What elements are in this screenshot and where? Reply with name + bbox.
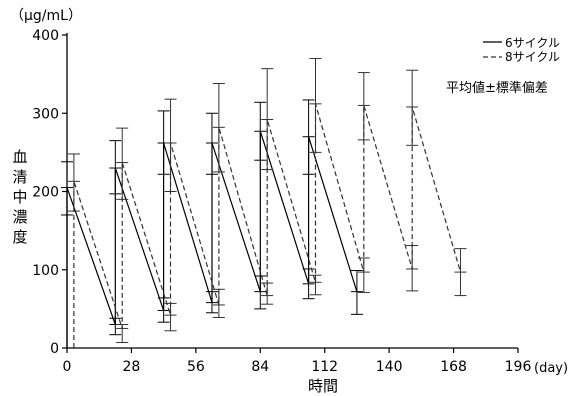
error-bar	[61, 161, 73, 216]
x-tick-label: 84	[251, 359, 269, 375]
x-tick-label: 0	[63, 359, 72, 375]
y-unit-label: （μg/mL）	[10, 8, 82, 24]
error-bar	[357, 72, 370, 141]
error-bar	[116, 324, 129, 344]
error-bar	[454, 248, 467, 297]
error-bar	[350, 270, 363, 315]
x-tick-label: 196	[505, 359, 532, 375]
error-bar	[116, 127, 129, 200]
legend-label-6-cycles: 6サイクル	[505, 36, 560, 50]
error-bar	[164, 98, 177, 192]
x-axis-unit: (day)	[534, 361, 568, 376]
stats-annotation: 平均値±標準偏差	[446, 80, 548, 96]
error-bar	[302, 268, 315, 300]
x-tick-label: 28	[123, 359, 141, 375]
y-axis-title-char: 血	[12, 148, 27, 166]
error-bar	[157, 110, 170, 175]
series-line-8-cycles	[73, 103, 462, 348]
y-axis-title-char: 清	[12, 168, 27, 186]
x-tick-label: 112	[311, 359, 338, 375]
error-bar	[357, 257, 370, 293]
x-ticks: 0 28 56 84 112 140 168 196	[63, 348, 532, 375]
error-bar	[205, 291, 218, 314]
y-tick-label: 100	[32, 263, 59, 279]
error-bar	[302, 99, 315, 175]
y-axis-title-char: 中	[12, 188, 27, 206]
plot-area	[61, 57, 467, 348]
x-tick-label: 140	[376, 359, 403, 375]
error-bar	[309, 274, 322, 296]
y-axis-title-char: 濃	[12, 208, 27, 226]
error-bar	[309, 57, 322, 153]
x-axis-title: 時間	[308, 377, 338, 395]
y-axis-title-char: 度	[12, 228, 27, 246]
error-bar	[254, 101, 267, 161]
y-tick-label: 300	[32, 106, 59, 122]
error-bar	[212, 83, 225, 173]
y-tick-label: 400	[32, 28, 59, 44]
error-bar	[205, 112, 218, 175]
error-bar	[261, 282, 274, 305]
y-tick-label: 200	[32, 185, 59, 201]
error-bar	[67, 153, 80, 212]
y-ticks: 0 100 200 300 400	[32, 28, 67, 357]
error-bar	[254, 275, 267, 310]
y-tick-label: 0	[50, 341, 59, 357]
legend-label-8-cycles: 8サイクル	[505, 50, 560, 64]
legend: 6サイクル 8サイクル	[483, 36, 560, 64]
error-bar	[164, 302, 177, 332]
x-tick-label: 168	[440, 359, 467, 375]
y-axis-title: 血清中濃度	[12, 148, 27, 246]
error-bar	[157, 297, 170, 323]
error-bar	[406, 244, 419, 292]
error-bar	[212, 288, 225, 318]
error-bar	[406, 69, 419, 146]
error-bar	[261, 68, 274, 171]
x-tick-label: 56	[187, 359, 205, 375]
error-bar	[109, 140, 122, 195]
